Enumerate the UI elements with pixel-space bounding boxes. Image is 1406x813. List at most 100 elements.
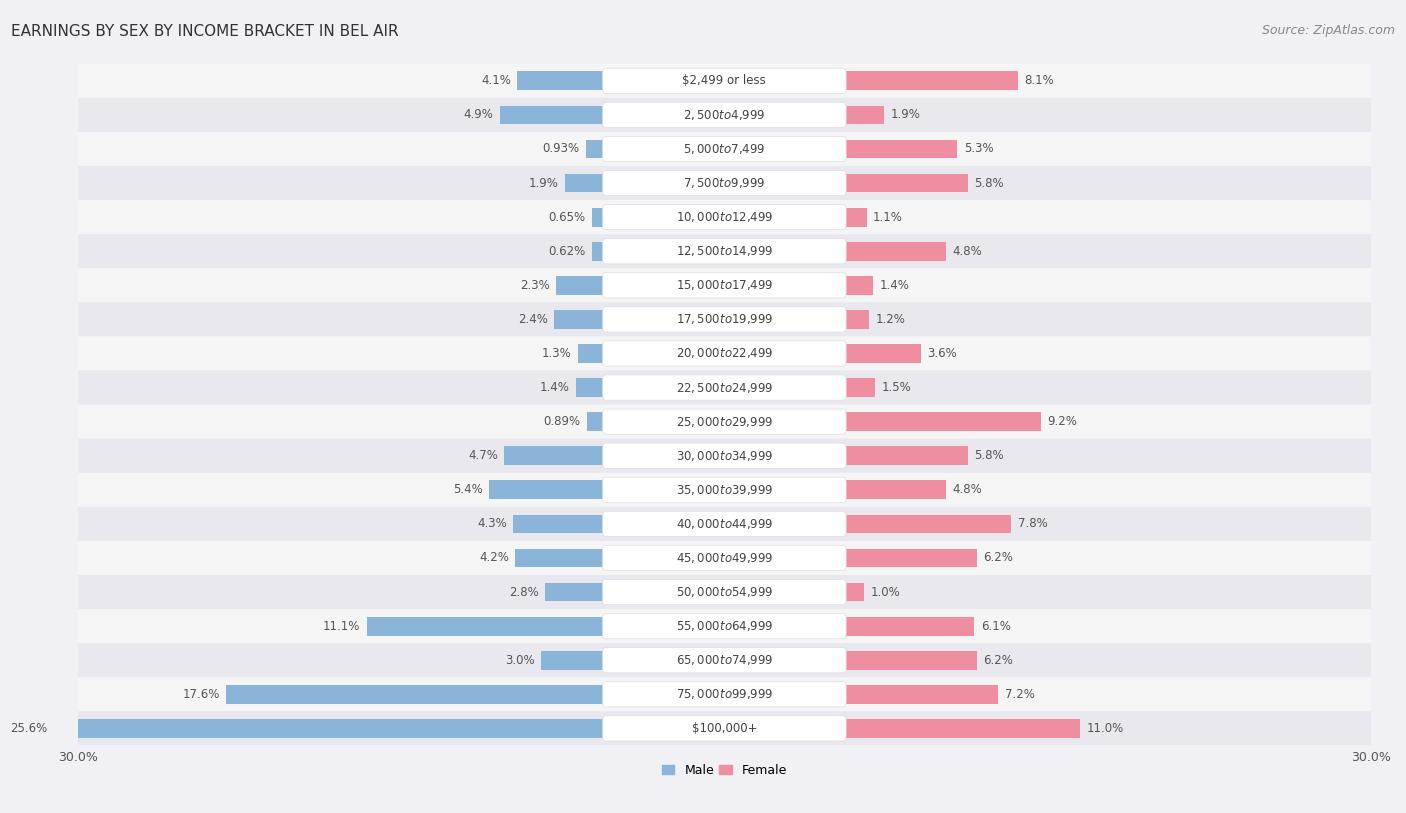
FancyBboxPatch shape — [603, 648, 846, 673]
Text: 1.4%: 1.4% — [540, 381, 569, 394]
Text: 5.4%: 5.4% — [453, 483, 482, 496]
Text: $35,000 to $39,999: $35,000 to $39,999 — [676, 483, 773, 497]
FancyBboxPatch shape — [77, 711, 1371, 746]
Bar — [592, 208, 606, 227]
FancyBboxPatch shape — [77, 63, 1371, 98]
Bar — [844, 378, 876, 397]
Bar — [367, 617, 606, 636]
FancyBboxPatch shape — [603, 68, 846, 93]
Text: 1.4%: 1.4% — [880, 279, 910, 292]
FancyBboxPatch shape — [77, 643, 1371, 677]
Legend: Male, Female: Male, Female — [662, 763, 787, 776]
FancyBboxPatch shape — [603, 102, 846, 128]
Text: $7,500 to $9,999: $7,500 to $9,999 — [683, 176, 766, 190]
Bar — [844, 344, 921, 363]
Bar — [844, 583, 865, 602]
Bar — [505, 446, 606, 465]
Bar — [844, 719, 1080, 737]
FancyBboxPatch shape — [603, 614, 846, 639]
Text: 6.2%: 6.2% — [983, 654, 1012, 667]
Bar — [586, 412, 606, 431]
Text: 0.93%: 0.93% — [543, 142, 579, 155]
Text: 5.8%: 5.8% — [974, 176, 1004, 189]
FancyBboxPatch shape — [603, 171, 846, 196]
Bar — [226, 685, 606, 704]
Text: $50,000 to $54,999: $50,000 to $54,999 — [676, 585, 773, 599]
Bar — [844, 617, 974, 636]
Text: 4.3%: 4.3% — [477, 517, 506, 530]
Text: $17,500 to $19,999: $17,500 to $19,999 — [676, 312, 773, 326]
Text: 4.8%: 4.8% — [953, 245, 983, 258]
Text: $55,000 to $64,999: $55,000 to $64,999 — [676, 620, 773, 633]
Bar — [844, 651, 977, 670]
Text: 2.8%: 2.8% — [509, 585, 538, 598]
Text: 2.3%: 2.3% — [520, 279, 550, 292]
Text: 6.2%: 6.2% — [983, 551, 1012, 564]
Bar — [844, 174, 967, 193]
Bar — [515, 549, 606, 567]
FancyBboxPatch shape — [603, 477, 846, 502]
Text: $5,000 to $7,499: $5,000 to $7,499 — [683, 142, 766, 156]
Text: 5.8%: 5.8% — [974, 450, 1004, 463]
Text: 1.2%: 1.2% — [876, 313, 905, 326]
Bar — [586, 140, 606, 159]
FancyBboxPatch shape — [77, 405, 1371, 439]
Bar — [844, 140, 957, 159]
FancyBboxPatch shape — [77, 302, 1371, 337]
Text: 4.8%: 4.8% — [953, 483, 983, 496]
FancyBboxPatch shape — [603, 375, 846, 400]
Text: 1.3%: 1.3% — [541, 347, 571, 360]
Text: 5.3%: 5.3% — [963, 142, 993, 155]
Bar — [501, 106, 606, 124]
Text: 1.9%: 1.9% — [890, 108, 921, 121]
Bar — [844, 208, 866, 227]
FancyBboxPatch shape — [77, 234, 1371, 268]
Text: 9.2%: 9.2% — [1047, 415, 1077, 428]
FancyBboxPatch shape — [77, 268, 1371, 302]
Text: 3.6%: 3.6% — [927, 347, 956, 360]
Text: $22,500 to $24,999: $22,500 to $24,999 — [676, 380, 773, 394]
Text: 7.2%: 7.2% — [1005, 688, 1035, 701]
Text: 1.9%: 1.9% — [529, 176, 558, 189]
Text: $45,000 to $49,999: $45,000 to $49,999 — [676, 551, 773, 565]
Text: 1.1%: 1.1% — [873, 211, 903, 224]
Text: $20,000 to $22,499: $20,000 to $22,499 — [676, 346, 773, 360]
FancyBboxPatch shape — [603, 681, 846, 707]
Text: 11.0%: 11.0% — [1087, 722, 1123, 735]
Text: 0.89%: 0.89% — [543, 415, 581, 428]
Text: Source: ZipAtlas.com: Source: ZipAtlas.com — [1261, 24, 1395, 37]
FancyBboxPatch shape — [603, 205, 846, 230]
Bar — [554, 310, 606, 328]
FancyBboxPatch shape — [77, 337, 1371, 371]
Bar — [517, 72, 606, 90]
Bar — [844, 549, 977, 567]
FancyBboxPatch shape — [77, 609, 1371, 643]
Text: 0.65%: 0.65% — [548, 211, 585, 224]
Text: $65,000 to $74,999: $65,000 to $74,999 — [676, 653, 773, 667]
FancyBboxPatch shape — [603, 307, 846, 332]
Bar — [592, 241, 606, 261]
Text: $12,500 to $14,999: $12,500 to $14,999 — [676, 244, 773, 259]
FancyBboxPatch shape — [603, 443, 846, 468]
FancyBboxPatch shape — [603, 409, 846, 434]
Text: $40,000 to $44,999: $40,000 to $44,999 — [676, 517, 773, 531]
Text: 1.5%: 1.5% — [882, 381, 911, 394]
FancyBboxPatch shape — [603, 341, 846, 366]
Text: $2,500 to $4,999: $2,500 to $4,999 — [683, 108, 766, 122]
Text: $30,000 to $34,999: $30,000 to $34,999 — [676, 449, 773, 463]
Bar — [844, 310, 869, 328]
Text: $25,000 to $29,999: $25,000 to $29,999 — [676, 415, 773, 428]
FancyBboxPatch shape — [77, 575, 1371, 609]
Text: 4.1%: 4.1% — [481, 74, 510, 87]
FancyBboxPatch shape — [603, 137, 846, 162]
FancyBboxPatch shape — [77, 506, 1371, 541]
FancyBboxPatch shape — [77, 677, 1371, 711]
FancyBboxPatch shape — [77, 98, 1371, 132]
Bar — [565, 174, 606, 193]
FancyBboxPatch shape — [77, 473, 1371, 506]
FancyBboxPatch shape — [603, 272, 846, 298]
Bar — [546, 583, 606, 602]
Text: $100,000+: $100,000+ — [692, 722, 756, 735]
Text: 2.4%: 2.4% — [517, 313, 547, 326]
Text: 25.6%: 25.6% — [10, 722, 48, 735]
